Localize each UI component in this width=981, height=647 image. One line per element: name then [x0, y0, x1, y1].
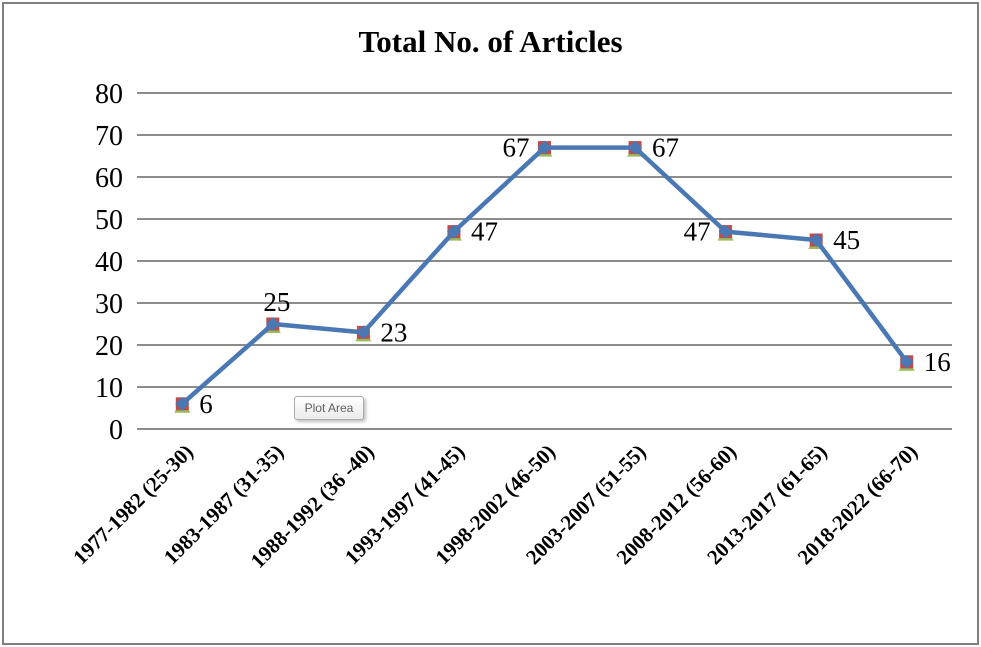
y-axis-tick-label: 40 — [95, 247, 123, 278]
y-axis-tick-label: 50 — [95, 205, 123, 236]
data-point-value-label: 6 — [199, 389, 213, 419]
y-axis-tick-label: 70 — [95, 121, 123, 152]
data-point-value-label: 23 — [380, 317, 407, 347]
y-axis-tick-label: 10 — [95, 373, 123, 404]
data-point-marker-diamond[interactable] — [899, 354, 914, 369]
y-axis-tick-label: 30 — [95, 289, 123, 320]
y-axis-tick-label: 20 — [95, 331, 123, 362]
data-point-value-label: 47 — [471, 217, 498, 247]
data-point-value-label: 45 — [833, 225, 860, 255]
data-point-value-label: 67 — [652, 133, 679, 163]
plot-area-tooltip-label: Plot Area — [304, 401, 354, 415]
data-point-marker-diamond[interactable] — [628, 140, 642, 155]
data-point-value-label: 67 — [503, 133, 530, 163]
data-point-marker-diamond[interactable] — [537, 140, 552, 155]
data-point-value-label: 47 — [684, 217, 711, 247]
chart-title[interactable]: Total No. of Articles — [358, 24, 623, 59]
y-axis-tick-label: 60 — [95, 163, 123, 194]
y-axis-tick-label: 0 — [109, 415, 123, 446]
data-point-value-label: 25 — [263, 287, 290, 317]
y-axis-tick-label: 80 — [95, 79, 123, 110]
data-point-marker-diamond[interactable] — [447, 224, 461, 239]
data-point-value-label: 16 — [924, 347, 951, 377]
data-point-marker-diamond[interactable] — [356, 325, 371, 340]
data-point-marker-diamond[interactable] — [809, 233, 824, 247]
data-point-marker-diamond[interactable] — [718, 224, 733, 239]
plot-area-tooltip: Plot Area — [294, 396, 364, 420]
